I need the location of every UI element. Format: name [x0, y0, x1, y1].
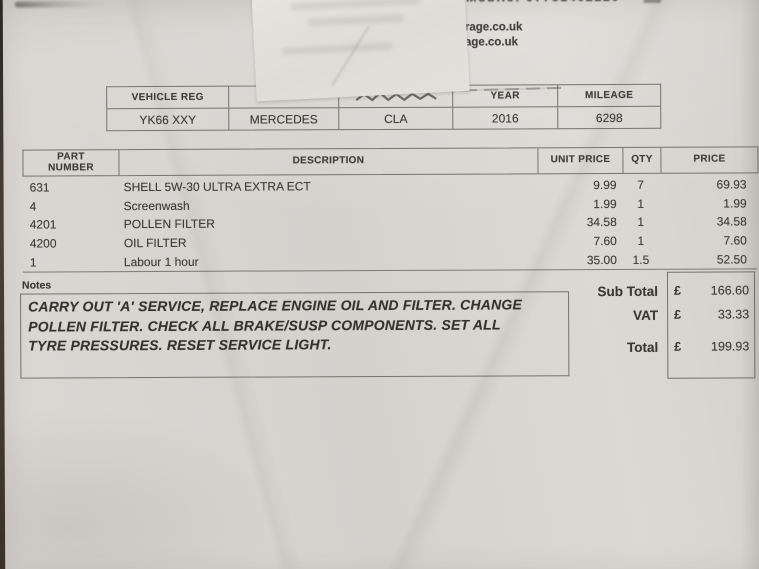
part-unit-price: 7.60: [593, 234, 617, 249]
part-number: 631: [29, 180, 50, 195]
currency-symbol: £: [674, 339, 682, 354]
notes-line-2: POLLEN FILTER. CHECK ALL BRAKE/SUSP COMP…: [28, 315, 501, 335]
website-lines: rage.co.uk age.co.uk: [465, 20, 523, 49]
parts-table-rows: 631 SHELL 5W-30 ULTRA EXTRA ECT 9.99 7 6…: [23, 175, 757, 271]
part-number: 4201: [29, 217, 57, 233]
part-qty: 1: [637, 215, 645, 230]
total-amount: 199.93: [711, 339, 750, 354]
sub-total-amount: 166.60: [710, 283, 750, 298]
show-through-smudge: [282, 42, 393, 55]
sub-total-row: £ 166.60: [674, 283, 749, 297]
vehicle-reg-value: YK66 XXY: [139, 112, 197, 127]
vehicle-year-value: 2016: [452, 107, 558, 129]
notes-box: CARRY OUT 'A' SERVICE, REPLACE ENGINE OI…: [20, 291, 570, 379]
sub-total-label: Sub Total: [597, 283, 659, 300]
part-description: OIL FILTER: [123, 235, 187, 251]
show-through-smudge: [307, 13, 404, 27]
part-price: 34.58: [716, 214, 747, 230]
parts-table-header: PART NUMBER DESCRIPTION UNIT PRICE QTY P…: [22, 146, 759, 177]
part-unit-price: 35.00: [586, 252, 617, 267]
website-line-1: rage.co.uk: [464, 21, 523, 34]
notes-label: Notes: [21, 279, 52, 292]
part-qty: 1: [637, 233, 645, 248]
paper-corner-mark: [643, 0, 661, 3]
unit-price-header: UNIT PRICE: [537, 147, 623, 174]
total-row: £ 199.93: [674, 339, 749, 353]
currency-symbol: £: [673, 283, 682, 298]
description-header: DESCRIPTION: [118, 148, 538, 176]
notes-line-1: CARRY OUT 'A' SERVICE, REPLACE ENGINE OI…: [28, 296, 523, 315]
part-number-header: PART NUMBER: [48, 151, 94, 173]
qty-header: QTY: [622, 147, 661, 173]
part-number: 1: [29, 255, 37, 270]
part-description: Screenwash: [123, 198, 190, 214]
paper-top-edge-shadow: [14, 1, 107, 8]
part-number: 4200: [29, 236, 57, 251]
part-unit-price: 34.58: [586, 215, 617, 230]
total-label: Total: [626, 339, 659, 355]
vehicle-mileage-value: 6298: [557, 106, 661, 129]
part-unit-price: 9.99: [593, 178, 617, 193]
part-qty: 1.5: [632, 252, 650, 267]
vehicle-reg-header: VEHICLE REG: [107, 86, 229, 110]
vehicle-make-value: MERCEDES: [228, 108, 339, 130]
vehicle-model-value: CLA: [338, 107, 453, 130]
part-price: 7.60: [723, 233, 747, 248]
part-price: 69.93: [716, 177, 747, 192]
price-header: PRICE: [660, 147, 758, 173]
totals-box: £ 166.60 £ 33.33 £ 199.93: [666, 271, 756, 379]
part-qty: 1: [637, 196, 645, 211]
part-price: 52.50: [716, 252, 747, 267]
website-line-2: age.co.uk: [464, 35, 519, 49]
sticky-note-cover: [251, 0, 470, 102]
part-description: SHELL 5W-30 ULTRA EXTRA ECT: [123, 179, 311, 195]
part-qty: 7: [637, 178, 644, 193]
part-description: Labour 1 hour: [123, 254, 199, 269]
currency-symbol: £: [674, 307, 682, 322]
notes-line-3: TYRE PRESSURES. RESET SERVICE LIGHT.: [28, 336, 332, 354]
vat-row: £ 33.33: [674, 307, 749, 321]
part-price: 1.99: [723, 196, 747, 211]
show-through-smudge: [290, 0, 421, 11]
note-crease: [331, 25, 371, 86]
vehicle-mileage-header: MILEAGE: [557, 84, 661, 108]
vat-amount: 33.33: [717, 307, 750, 322]
part-unit-price: 1.99: [593, 196, 617, 211]
part-description: POLLEN FILTER: [123, 217, 215, 232]
part-number: 4: [29, 199, 37, 214]
vat-label: VAT: [633, 307, 659, 323]
